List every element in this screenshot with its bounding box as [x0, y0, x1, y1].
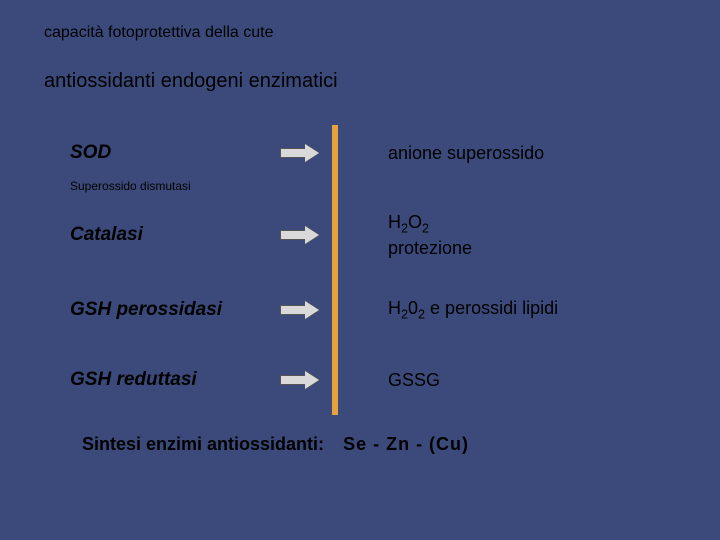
enzyme-sublabel: Superossido dismutasi — [70, 179, 676, 193]
arrow-icon — [280, 372, 320, 388]
synthesis-label: Sintesi enzimi antiossidanti: — [82, 434, 324, 454]
enzyme-row: Catalasi H2O2protezione — [70, 211, 676, 260]
arrow-cell — [280, 227, 370, 243]
enzyme-row: SOD anione superossido — [70, 133, 676, 173]
enzyme-row: GSH perossidasi H202 e perossidi lipidi — [70, 290, 676, 330]
bottom-line: Sintesi enzimi antiossidanti: Se - Zn - … — [44, 434, 676, 455]
enzyme-left: GSH perossidasi — [70, 299, 280, 321]
slide: capacità fotoprotettiva della cute antio… — [0, 0, 720, 540]
vertical-divider — [332, 125, 338, 415]
enzyme-name: GSH perossidasi — [70, 299, 280, 321]
enzyme-name: GSH reduttasi — [70, 369, 280, 391]
title-main: antiossidanti endogeni enzimatici — [44, 70, 676, 93]
arrow-icon — [280, 145, 320, 161]
enzyme-left: Catalasi — [70, 224, 280, 246]
arrow-icon — [280, 227, 320, 243]
enzyme-name: SOD — [70, 142, 280, 164]
synthesis-elements: Se - Zn - (Cu) — [343, 434, 469, 454]
enzyme-left: SOD — [70, 142, 280, 164]
enzyme-left: GSH reduttasi — [70, 369, 280, 391]
enzyme-target: GSSG — [370, 369, 440, 392]
content-area: SOD anione superossido Superossido dismu… — [44, 133, 676, 400]
arrow-cell — [280, 145, 370, 161]
arrow-cell — [280, 302, 370, 318]
arrow-icon — [280, 302, 320, 318]
enzyme-target: H202 e perossidi lipidi — [370, 297, 558, 323]
arrow-cell — [280, 372, 370, 388]
enzyme-target: anione superossido — [370, 142, 544, 165]
enzyme-target: H2O2protezione — [370, 211, 472, 260]
enzyme-row: GSH reduttasi GSSG — [70, 360, 676, 400]
enzyme-name: Catalasi — [70, 224, 280, 246]
title-small: capacità fotoprotettiva della cute — [44, 24, 676, 42]
